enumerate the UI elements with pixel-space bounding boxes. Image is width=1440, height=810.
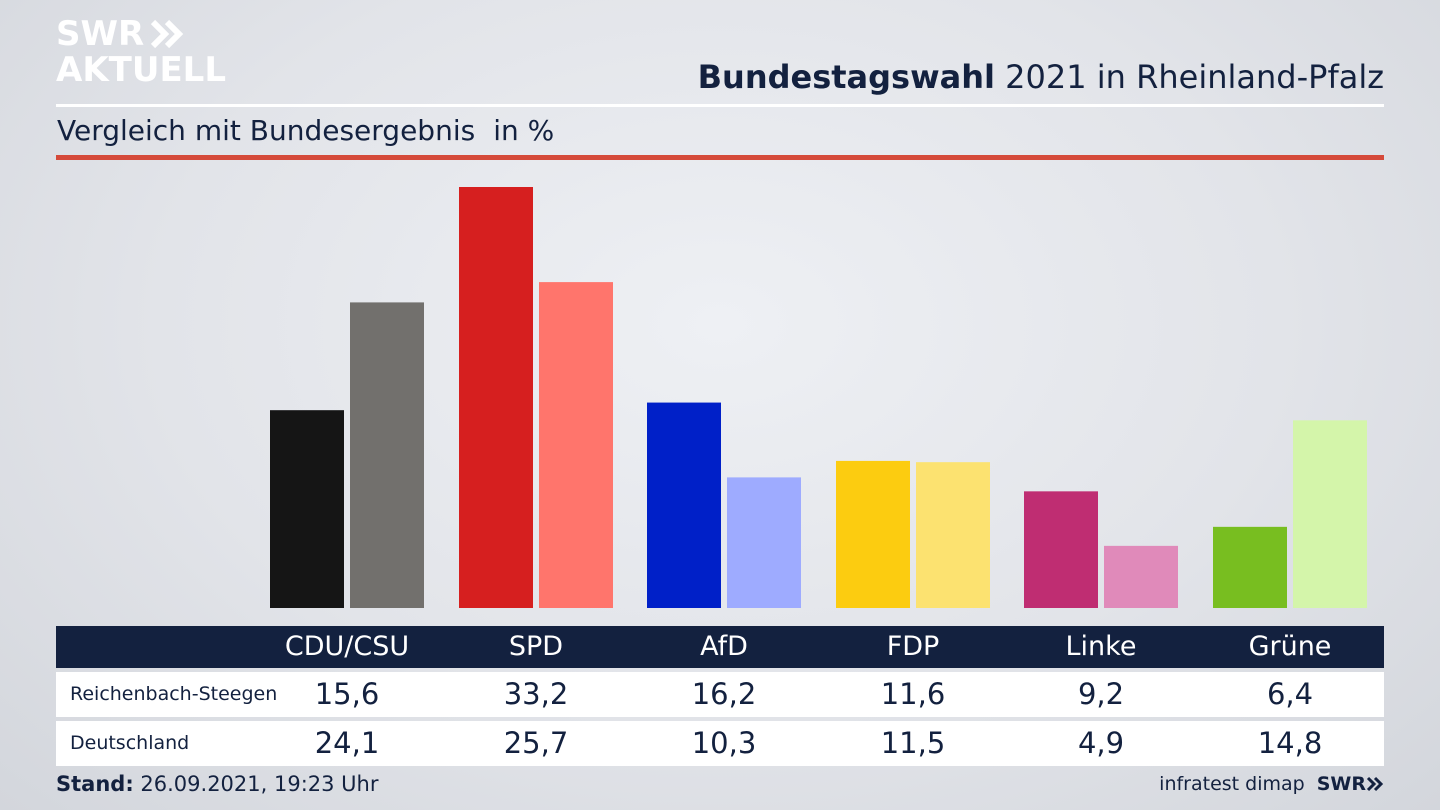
table-cell: 25,7: [503, 726, 569, 760]
source-credit: infratest dimap SWR: [1159, 773, 1384, 795]
results-table: CDU/CSU SPD AfD FDP Linke Grüne Reichenbach-S…: [56, 626, 1384, 766]
bar-fdp-series-2: [916, 462, 990, 608]
swr-brand-text: SWR: [1316, 773, 1366, 795]
timestamp: Stand: 26.09.2021, 19:23 Uhr: [56, 772, 379, 796]
bar-chart: [270, 187, 1367, 608]
table-cell: 33,2: [503, 677, 569, 711]
bar-linke-series-1: [1024, 491, 1098, 608]
bar-fdp-series-1: [836, 460, 910, 608]
table-cell: 15,6: [314, 677, 380, 711]
bar-grüne-series-1: [1213, 526, 1287, 608]
page-title: Bundestagswahl 2021 in Rheinland-Pfalz: [698, 58, 1384, 96]
column-header: Grüne: [1248, 631, 1332, 662]
table-cell: 11,5: [880, 726, 946, 760]
row-label: Deutschland: [70, 732, 190, 754]
logo-line2: AKTUELL: [56, 50, 227, 90]
header-divider: [56, 104, 1384, 107]
table-cell: 16,2: [691, 677, 757, 711]
table-cell: 6,4: [1266, 677, 1314, 711]
table-cell: 10,3: [691, 726, 757, 760]
stand-label: Stand:: [56, 772, 134, 796]
double-chevron-icon: [1366, 776, 1384, 792]
table-cell: 14,8: [1257, 726, 1323, 760]
chart-subtitle: Vergleich mit Bundesergebnis in %: [57, 114, 554, 147]
column-header: Linke: [1065, 631, 1137, 662]
swr-aktuell-logo: SWR AKTUELL: [56, 16, 226, 88]
accent-divider: [56, 155, 1384, 160]
row-label: Reichenbach-Steegen: [70, 683, 278, 705]
bar-cdu-csu-series-2: [350, 302, 424, 608]
bar-spd-series-2: [539, 282, 613, 608]
table-cell: 11,6: [880, 677, 946, 711]
table-row-local: Reichenbach-Steegen 15,6 33,2 16,2 11,6 9,2 6…: [56, 672, 1384, 717]
column-header: FDP: [886, 631, 940, 662]
bar-spd-series-1: [459, 187, 533, 608]
bar-linke-series-2: [1104, 545, 1178, 608]
logo-line1: SWR: [56, 14, 145, 54]
column-header: AfD: [700, 631, 748, 662]
title-rest: 2021 in Rheinland-Pfalz: [995, 58, 1384, 96]
table-cell: 9,2: [1077, 677, 1125, 711]
swr-brand: SWR: [1317, 773, 1384, 795]
double-chevron-icon: [150, 19, 184, 49]
table-row-national: Deutschland 24,1 25,7 10,3 11,5 4,9 14,8: [56, 721, 1384, 766]
bar-afd-series-2: [727, 477, 801, 608]
stand-value: 26.09.2021, 19:23 Uhr: [133, 772, 379, 796]
subtitle-text: Vergleich mit Bundesergebnis: [57, 114, 476, 147]
title-bold: Bundestagswahl: [697, 58, 995, 96]
column-header: SPD: [508, 631, 564, 662]
table-cell: 24,1: [314, 726, 380, 760]
subtitle-unit: in %: [493, 114, 555, 147]
column-header: CDU/CSU: [284, 631, 410, 662]
source-name: infratest dimap: [1159, 773, 1305, 795]
table-cell: 4,9: [1077, 726, 1125, 760]
bar-grüne-series-2: [1293, 420, 1367, 608]
table-header-row: CDU/CSU SPD AfD FDP Linke Grüne: [56, 626, 1384, 668]
bar-cdu-csu-series-1: [270, 410, 344, 608]
bar-afd-series-1: [647, 402, 721, 608]
